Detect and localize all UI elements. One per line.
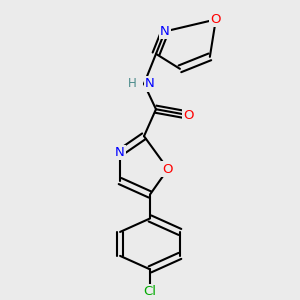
Text: N: N <box>115 146 125 159</box>
Text: O: O <box>163 163 173 176</box>
Text: H: H <box>128 77 136 90</box>
Text: O: O <box>184 109 194 122</box>
Text: N: N <box>145 77 155 90</box>
Text: O: O <box>211 13 221 26</box>
Text: N: N <box>160 25 170 38</box>
Text: Cl: Cl <box>143 285 157 298</box>
